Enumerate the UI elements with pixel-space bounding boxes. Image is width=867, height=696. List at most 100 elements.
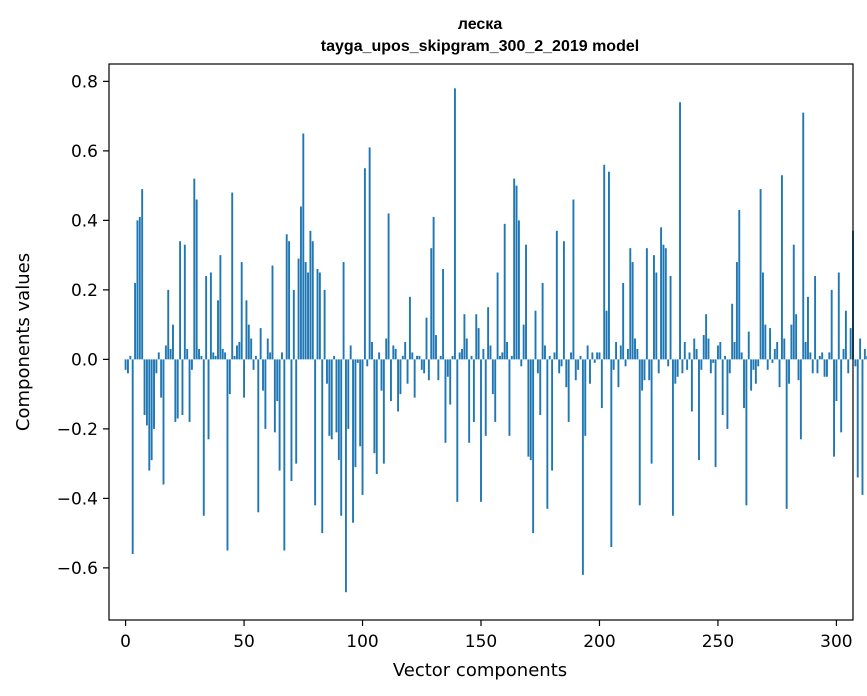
bar-61	[269, 352, 272, 360]
bar-235	[681, 359, 684, 374]
bar-306	[849, 328, 852, 360]
bar-9	[145, 359, 148, 426]
bar-35	[207, 359, 210, 440]
bar-79	[311, 241, 314, 360]
bar-224	[655, 272, 658, 360]
bar-179	[548, 355, 551, 360]
bar-178	[546, 359, 549, 509]
bar-134	[442, 269, 445, 360]
bar-57	[259, 328, 262, 360]
y-tick-label: −0.2	[57, 420, 98, 440]
y-axis-label: Components values	[13, 253, 34, 431]
bar-112	[390, 359, 392, 402]
bar-150	[480, 359, 482, 502]
bar-256	[731, 303, 734, 360]
bar-193	[581, 359, 584, 575]
bar-259	[738, 209, 741, 360]
bar-201	[600, 359, 603, 409]
bar-99	[359, 359, 362, 447]
bar-86	[328, 359, 331, 436]
bar-303	[842, 348, 845, 360]
bar-66	[281, 352, 283, 360]
bar-96	[352, 359, 354, 523]
bar-173	[534, 310, 537, 360]
bar-242	[698, 359, 700, 461]
chart-title: леска	[458, 16, 503, 33]
bar-77	[307, 272, 309, 360]
bar-143	[463, 314, 466, 360]
bar-29	[193, 178, 196, 360]
bar-274	[773, 348, 776, 360]
bar-252	[721, 359, 724, 415]
bar-245	[705, 314, 708, 360]
bar-81	[316, 269, 319, 360]
bar-58	[262, 359, 264, 391]
bar-104	[371, 342, 373, 360]
bar-248	[712, 359, 715, 363]
bar-210	[622, 282, 625, 360]
bar-67	[283, 359, 286, 551]
bar-20	[172, 324, 174, 360]
bar-271	[766, 359, 769, 370]
bar-268	[759, 189, 762, 360]
bar-93	[344, 359, 347, 593]
bar-214	[631, 262, 634, 360]
bar-168	[522, 324, 525, 360]
bar-215	[634, 338, 636, 360]
bar-133	[439, 355, 442, 360]
bar-176	[541, 282, 544, 360]
bar-12	[153, 359, 155, 429]
bar-32	[200, 355, 203, 360]
bar-40	[219, 255, 222, 360]
bar-219	[643, 359, 646, 381]
bar-85	[326, 359, 328, 384]
bar-208	[617, 359, 620, 388]
bar-116	[399, 359, 402, 395]
bar-65	[278, 359, 281, 471]
bar-167	[520, 359, 523, 367]
bar-28	[190, 359, 193, 370]
bar-188	[570, 352, 572, 360]
bar-36	[209, 272, 212, 360]
bar-236	[683, 342, 686, 360]
bar-31	[198, 348, 200, 360]
bar-225	[657, 359, 660, 374]
bar-41	[221, 348, 224, 360]
bar-191	[577, 359, 580, 370]
bar-169	[525, 244, 527, 360]
bar-165	[515, 185, 518, 360]
bar-3	[131, 359, 134, 554]
bar-294	[821, 352, 824, 360]
bar-136	[446, 359, 449, 377]
bar-161	[506, 342, 509, 360]
bar-186	[565, 359, 568, 388]
bar-22	[176, 359, 179, 419]
bar-311	[861, 359, 864, 495]
bar-123	[416, 355, 418, 360]
bar-126	[423, 359, 426, 374]
bar-151	[482, 348, 485, 360]
bar-251	[719, 342, 722, 360]
bar-203	[605, 310, 608, 360]
bar-90	[337, 359, 340, 461]
bar-10	[148, 359, 151, 471]
bar-216	[636, 348, 639, 360]
bar-38	[214, 355, 217, 360]
x-axis-label: Vector components	[393, 660, 567, 681]
bar-142	[461, 348, 463, 360]
bar-101	[363, 168, 366, 360]
bar-0	[124, 359, 127, 370]
bar-52	[247, 324, 250, 360]
bar-127	[425, 317, 428, 360]
bar-266	[754, 359, 757, 384]
bar-147	[472, 359, 475, 422]
bar-46	[233, 355, 236, 360]
bar-269	[762, 272, 764, 360]
bar-204	[608, 171, 610, 360]
bar-74	[299, 206, 302, 360]
chart-subtitle: tayga_upos_skipgram_300_2_2019 model	[321, 38, 639, 55]
bar-6	[138, 216, 141, 360]
bar-284	[797, 359, 800, 381]
bar-289	[809, 352, 812, 360]
bar-138	[451, 355, 454, 360]
